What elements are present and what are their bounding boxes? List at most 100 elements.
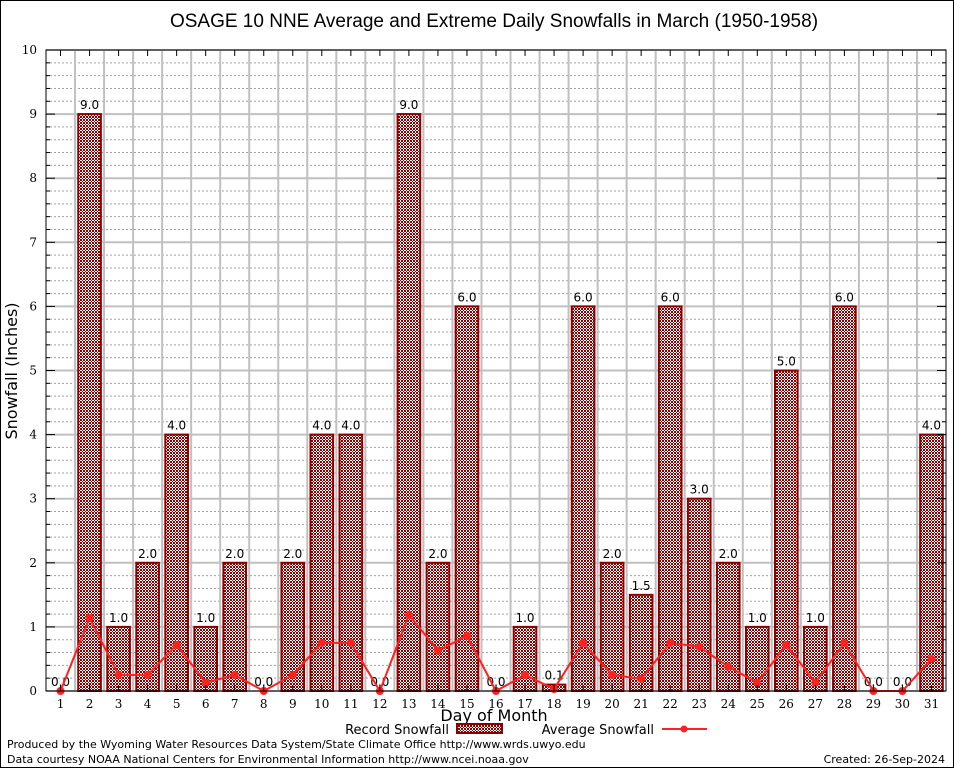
x-tick-label-24: 24: [721, 697, 737, 711]
x-tick-label-26: 26: [779, 697, 794, 711]
bar-day-23: [686, 497, 712, 693]
x-tick-label-14: 14: [430, 697, 446, 711]
average-point-day-19: [579, 638, 588, 647]
bar-day-13: [396, 113, 422, 693]
average-point-day-20: [608, 670, 617, 679]
average-point-day-4: [143, 670, 152, 679]
x-tick-label-18: 18: [546, 697, 561, 711]
average-point-day-21: [637, 674, 646, 683]
bar-day-19: [570, 305, 596, 692]
x-tick-label-27: 27: [808, 697, 823, 711]
footer-data-courtesy: Data courtesy NOAA National Centers for …: [7, 753, 529, 766]
x-tick-label-2: 2: [86, 697, 94, 711]
average-point-day-11: [346, 638, 355, 647]
average-point-day-13: [404, 610, 413, 619]
x-tick-label-8: 8: [260, 697, 268, 711]
average-point-day-6: [201, 678, 210, 687]
bar-day-17: [512, 625, 538, 693]
average-point-day-17: [521, 670, 530, 679]
y-tick-label-7: 7: [29, 235, 37, 249]
chart-title: OSAGE 10 NNE Average and Extreme Daily S…: [170, 11, 818, 32]
x-tick-label-10: 10: [314, 697, 329, 711]
bar-label-day-20: 2.0: [603, 547, 622, 561]
bar-label-day-7: 2.0: [225, 547, 244, 561]
bar-label-day-11: 4.0: [341, 419, 360, 433]
footer-created-date: Created: 26-Sep-2024: [824, 753, 945, 766]
bar-day-22: [657, 305, 683, 692]
axes: [45, 49, 947, 692]
x-tick-label-17: 17: [517, 697, 532, 711]
x-tick-label-31: 31: [924, 697, 939, 711]
bar-label-day-21: 1.5: [632, 579, 651, 593]
bar-label-day-14: 2.0: [428, 547, 447, 561]
bar-label-day-27: 1.0: [806, 611, 825, 625]
y-tick-label-9: 9: [29, 107, 37, 121]
bar-label-day-9: 2.0: [283, 547, 302, 561]
bar-label-day-4: 2.0: [138, 547, 157, 561]
legend-swatch-record: [456, 723, 503, 734]
y-tick-label-8: 8: [29, 171, 37, 185]
average-point-day-7: [230, 670, 239, 679]
x-tick-label-30: 30: [895, 697, 910, 711]
bar-day-11: [338, 433, 364, 692]
y-axis-label: Snowfall (Inches): [2, 302, 21, 439]
average-point-day-28: [840, 638, 849, 647]
y-tick-label-10: 10: [22, 43, 37, 57]
x-tick-label-23: 23: [692, 697, 707, 711]
average-point-day-23: [695, 642, 704, 651]
bar-label-day-31: 4.0: [922, 419, 941, 433]
x-tick-label-19: 19: [575, 697, 590, 711]
y-tick-labels: 0 1 2 3 4 5 6 7 8 9 10: [22, 43, 38, 698]
y-tick-label-4: 4: [29, 428, 37, 442]
bar-label-day-16: 0.0: [486, 675, 505, 689]
bar-label-day-28: 6.0: [835, 290, 854, 304]
legend-swatch-average-marker: [680, 725, 688, 733]
bar-label-day-10: 4.0: [312, 419, 331, 433]
bar-label-day-8: 0.0: [254, 675, 273, 689]
x-tick-label-9: 9: [289, 697, 297, 711]
x-tick-label-5: 5: [173, 697, 181, 711]
average-point-day-27: [811, 678, 820, 687]
average-point-day-9: [288, 670, 297, 679]
bar-label-day-25: 1.0: [748, 611, 767, 625]
bar-label-day-6: 1.0: [196, 611, 215, 625]
y-tick-label-0: 0: [29, 684, 37, 698]
bar-day-14: [425, 561, 451, 692]
bar-label-day-18: 0.1: [545, 669, 564, 683]
x-tick-label-3: 3: [115, 697, 123, 711]
x-tick-label-11: 11: [343, 697, 358, 711]
y-tick-label-1: 1: [29, 620, 37, 634]
x-tick-label-7: 7: [231, 697, 239, 711]
x-tick-label-29: 29: [866, 697, 881, 711]
x-tick-label-1: 1: [57, 697, 65, 711]
x-tick-label-25: 25: [750, 697, 765, 711]
bar-label-day-19: 6.0: [574, 290, 593, 304]
y-tick-label-2: 2: [29, 556, 37, 570]
bar-label-day-24: 2.0: [719, 547, 738, 561]
x-tick-label-28: 28: [837, 697, 852, 711]
average-point-day-15: [462, 631, 471, 640]
legend-label-record: Record Snowfall: [345, 723, 449, 738]
average-point-day-25: [753, 678, 762, 687]
x-tick-label-4: 4: [144, 697, 152, 711]
bar-label-day-23: 3.0: [690, 483, 709, 497]
x-tick-label-6: 6: [202, 697, 210, 711]
bar-day-28: [832, 305, 857, 692]
average-point-day-26: [782, 640, 791, 649]
x-tick-labels: 1 2 3 4 5 6 7 8 9 10 11 12 13 14 15 16 17 18 19 20 21 22 23 24 2…: [57, 697, 939, 711]
bar-label-day-2: 9.0: [80, 98, 99, 112]
bar-label-day-13: 9.0: [399, 98, 418, 112]
bar-day-2: [77, 113, 102, 693]
average-point-day-31: [927, 654, 936, 663]
x-tick-label-15: 15: [459, 697, 474, 711]
average-point-day-5: [172, 640, 181, 649]
bar-label-day-22: 6.0: [661, 290, 680, 304]
x-tick-label-22: 22: [663, 697, 678, 711]
y-tick-label-5: 5: [29, 364, 37, 378]
x-axis-label: Day of Month: [440, 706, 547, 725]
bar-label-day-29: 0.0: [864, 675, 883, 689]
average-point-day-10: [317, 638, 326, 647]
footer-produced-by: Produced by the Wyoming Water Resources …: [7, 738, 586, 751]
bar-label-day-5: 4.0: [167, 419, 186, 433]
